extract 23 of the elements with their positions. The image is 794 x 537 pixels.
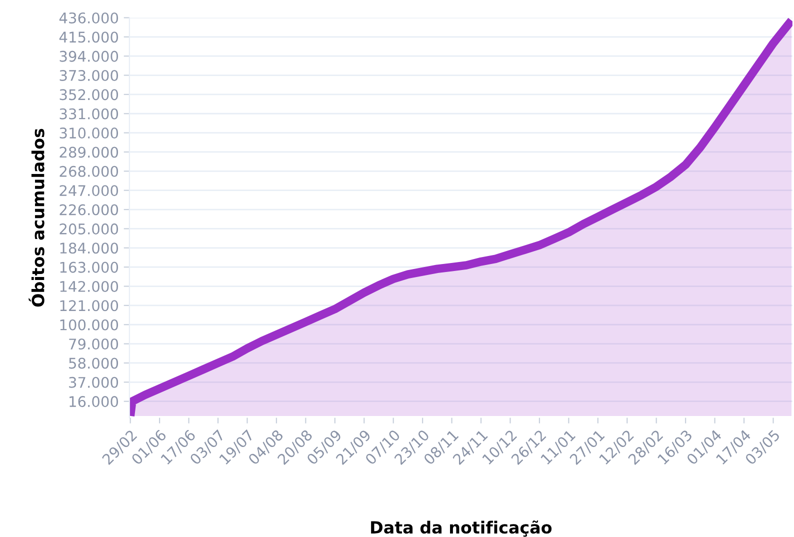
y-tick-label: 100.000 <box>60 319 118 330</box>
y-tick-label: 268.000 <box>60 166 118 177</box>
y-tick-label: 163.000 <box>60 262 118 273</box>
y-tick-label: 16.000 <box>70 396 118 408</box>
y-tick-label: 331.000 <box>60 108 118 120</box>
y-tick-label: 121.000 <box>60 300 118 312</box>
y-tick-label: 436.000 <box>59 12 118 24</box>
x-axis-title: Data da notificação <box>371 520 552 537</box>
y-tick-label: 58.000 <box>69 358 118 369</box>
y-tick-label: 184.000 <box>60 242 118 254</box>
y-tick-label: 226.000 <box>60 204 118 216</box>
y-tick-label: 394.000 <box>60 50 118 62</box>
y-tick-label: 373.000 <box>60 70 118 82</box>
y-tick-label: 37.000 <box>69 376 118 388</box>
y-tick-label: 205.000 <box>60 223 118 234</box>
y-tick-label: 142.000 <box>60 280 118 292</box>
y-tick-label: 352.000 <box>60 89 118 100</box>
y-tick-label: 289.000 <box>60 146 118 158</box>
y-axis-title: Óbitos acumulados <box>28 128 44 307</box>
y-tick-label: 415.000 <box>59 32 118 43</box>
y-tick-label: 79.000 <box>69 338 118 350</box>
y-tick-label: 247.000 <box>60 185 118 196</box>
y-tick-label: 310.000 <box>60 128 118 139</box>
